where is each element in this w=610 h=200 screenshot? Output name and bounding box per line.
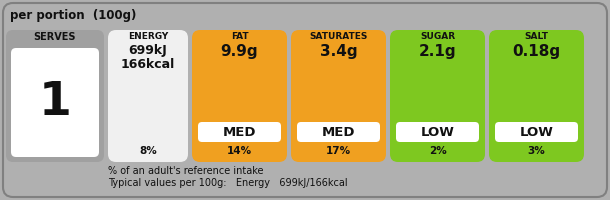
- Text: 0.18g: 0.18g: [512, 44, 561, 59]
- Text: SERVES: SERVES: [34, 32, 76, 42]
- Text: 166kcal: 166kcal: [121, 58, 175, 71]
- FancyBboxPatch shape: [390, 30, 485, 162]
- Text: 3.4g: 3.4g: [320, 44, 357, 59]
- Text: 9.9g: 9.9g: [221, 44, 258, 59]
- FancyBboxPatch shape: [6, 30, 104, 162]
- Text: 699kJ: 699kJ: [129, 44, 167, 57]
- Text: % of an adult's reference intake: % of an adult's reference intake: [108, 166, 264, 176]
- Text: MED: MED: [321, 126, 355, 138]
- FancyBboxPatch shape: [297, 122, 380, 142]
- FancyBboxPatch shape: [11, 48, 99, 157]
- Text: SUGAR: SUGAR: [420, 32, 455, 41]
- Text: 17%: 17%: [326, 146, 351, 156]
- Text: 3%: 3%: [528, 146, 545, 156]
- Text: 1: 1: [38, 80, 71, 125]
- Text: 8%: 8%: [139, 146, 157, 156]
- Text: 2%: 2%: [429, 146, 447, 156]
- Text: per portion  (100g): per portion (100g): [10, 9, 137, 22]
- Text: 2.1g: 2.1g: [418, 44, 456, 59]
- FancyBboxPatch shape: [198, 122, 281, 142]
- FancyBboxPatch shape: [108, 30, 188, 162]
- FancyBboxPatch shape: [396, 122, 479, 142]
- FancyBboxPatch shape: [3, 3, 607, 197]
- FancyBboxPatch shape: [495, 122, 578, 142]
- Text: ENERGY: ENERGY: [128, 32, 168, 41]
- FancyBboxPatch shape: [192, 30, 287, 162]
- Text: 14%: 14%: [227, 146, 252, 156]
- FancyBboxPatch shape: [489, 30, 584, 162]
- FancyBboxPatch shape: [291, 30, 386, 162]
- Text: FAT: FAT: [231, 32, 248, 41]
- Text: LOW: LOW: [520, 126, 553, 138]
- Text: LOW: LOW: [420, 126, 454, 138]
- Text: MED: MED: [223, 126, 256, 138]
- Text: SALT: SALT: [525, 32, 548, 41]
- Text: SATURATES: SATURATES: [309, 32, 368, 41]
- Text: Typical values per 100g:   Energy   699kJ/166kcal: Typical values per 100g: Energy 699kJ/16…: [108, 178, 348, 188]
